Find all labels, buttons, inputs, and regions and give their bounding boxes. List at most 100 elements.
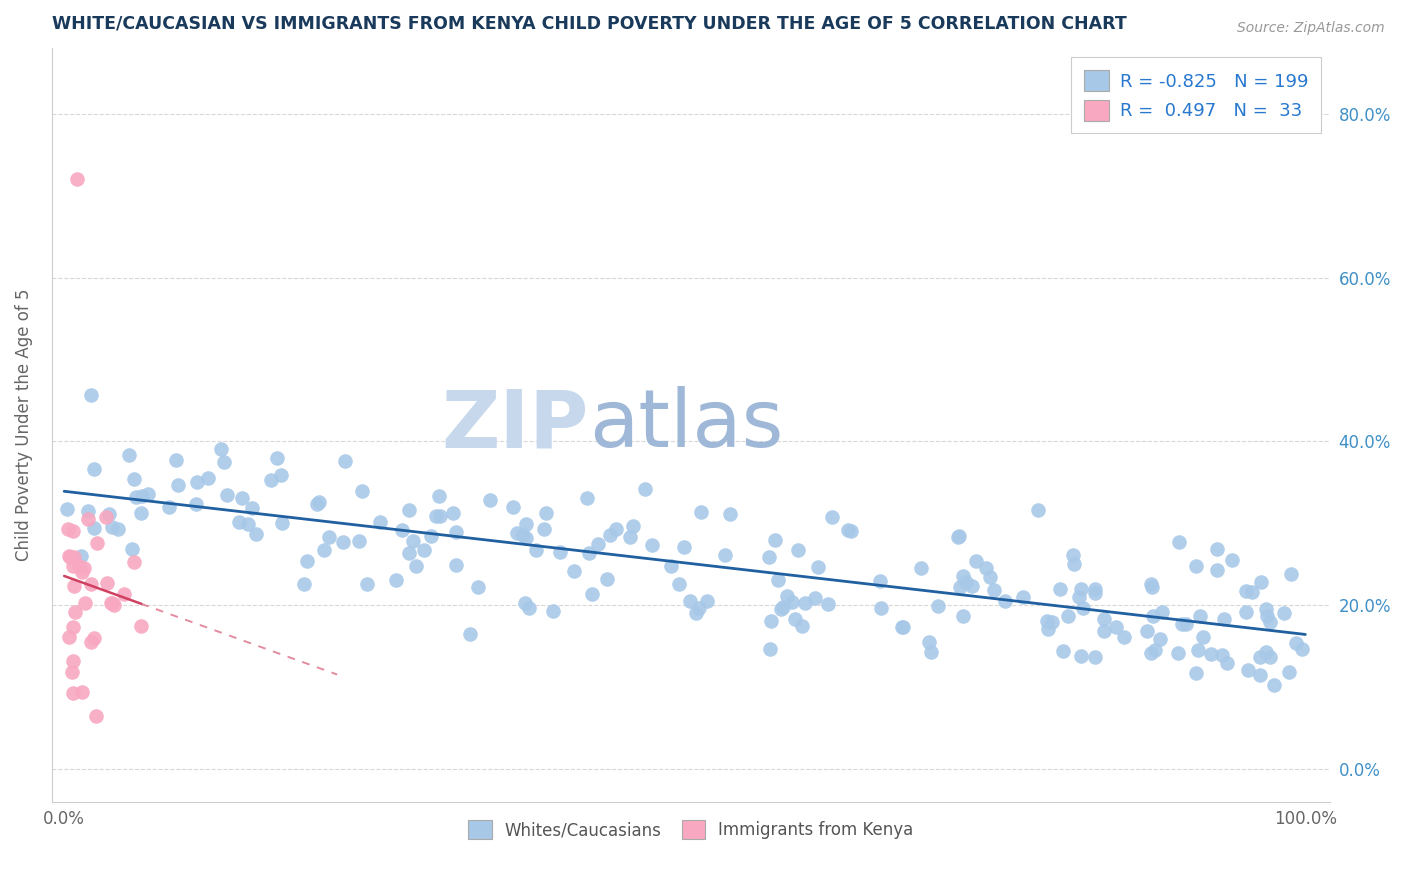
Text: ZIP: ZIP — [441, 386, 589, 464]
Point — [1206, 562, 1229, 576]
Point — [1272, 606, 1295, 620]
Point — [165, 453, 187, 467]
Point — [441, 506, 464, 520]
Point — [515, 596, 537, 610]
Point — [839, 524, 862, 539]
Point — [209, 442, 232, 456]
Point — [1140, 577, 1163, 591]
Point — [952, 608, 974, 623]
Point — [1112, 630, 1135, 644]
Point — [696, 594, 718, 608]
Point — [533, 522, 555, 536]
Point — [1171, 616, 1194, 631]
Point — [780, 595, 803, 609]
Point — [1236, 663, 1258, 677]
Point — [1254, 645, 1277, 659]
Point — [101, 595, 124, 609]
Point — [446, 558, 468, 572]
Point — [714, 548, 737, 562]
Point — [1258, 615, 1281, 630]
Point — [502, 500, 524, 515]
Point — [1192, 630, 1215, 644]
Point — [356, 576, 378, 591]
Point — [1136, 624, 1159, 638]
Point — [94, 510, 117, 524]
Point — [619, 530, 641, 544]
Point — [458, 627, 481, 641]
Point — [1094, 611, 1116, 625]
Point — [890, 620, 912, 634]
Point — [112, 587, 135, 601]
Point — [1140, 646, 1163, 660]
Point — [562, 564, 585, 578]
Point — [634, 482, 657, 496]
Point — [891, 620, 914, 634]
Point — [1220, 553, 1243, 567]
Point — [333, 454, 356, 468]
Point — [1167, 646, 1189, 660]
Point — [869, 601, 891, 615]
Point — [758, 549, 780, 564]
Point — [1234, 583, 1257, 598]
Point — [101, 520, 124, 534]
Point — [524, 543, 547, 558]
Point — [129, 506, 152, 520]
Point — [217, 487, 239, 501]
Point — [1084, 586, 1107, 600]
Point — [759, 614, 782, 628]
Point — [405, 558, 427, 573]
Point — [292, 577, 315, 591]
Point — [776, 590, 799, 604]
Point — [1028, 503, 1050, 517]
Point — [80, 635, 103, 649]
Point — [69, 549, 91, 563]
Point — [1216, 657, 1239, 671]
Point — [965, 553, 987, 567]
Point — [505, 526, 527, 541]
Point — [690, 505, 713, 519]
Point — [1057, 609, 1080, 624]
Point — [70, 685, 93, 699]
Point — [512, 528, 534, 542]
Point — [318, 530, 340, 544]
Point — [197, 471, 219, 485]
Point — [77, 512, 100, 526]
Point — [260, 473, 283, 487]
Point — [770, 602, 793, 616]
Point — [1049, 582, 1071, 597]
Point — [688, 601, 710, 615]
Point — [270, 468, 292, 483]
Point — [927, 599, 949, 613]
Point — [1071, 601, 1094, 615]
Point — [96, 576, 118, 591]
Point — [595, 572, 617, 586]
Point — [1052, 644, 1074, 658]
Point — [86, 709, 108, 723]
Point — [1187, 642, 1209, 657]
Point — [983, 583, 1005, 598]
Point — [75, 596, 97, 610]
Point — [1168, 534, 1191, 549]
Point — [103, 598, 125, 612]
Point — [65, 172, 87, 186]
Point — [59, 550, 82, 565]
Point — [1263, 678, 1285, 692]
Point — [679, 593, 702, 607]
Point — [787, 543, 810, 558]
Point — [640, 538, 662, 552]
Point — [231, 491, 253, 505]
Point — [588, 537, 610, 551]
Point — [56, 522, 79, 536]
Point — [1084, 582, 1107, 596]
Point — [167, 478, 190, 492]
Point — [515, 516, 537, 531]
Y-axis label: Child Poverty Under the Age of 5: Child Poverty Under the Age of 5 — [15, 289, 32, 561]
Point — [446, 524, 468, 539]
Point — [994, 594, 1017, 608]
Point — [517, 600, 540, 615]
Point — [1070, 649, 1092, 664]
Point — [83, 632, 105, 646]
Point — [1036, 614, 1059, 628]
Point — [413, 543, 436, 558]
Point — [349, 533, 371, 548]
